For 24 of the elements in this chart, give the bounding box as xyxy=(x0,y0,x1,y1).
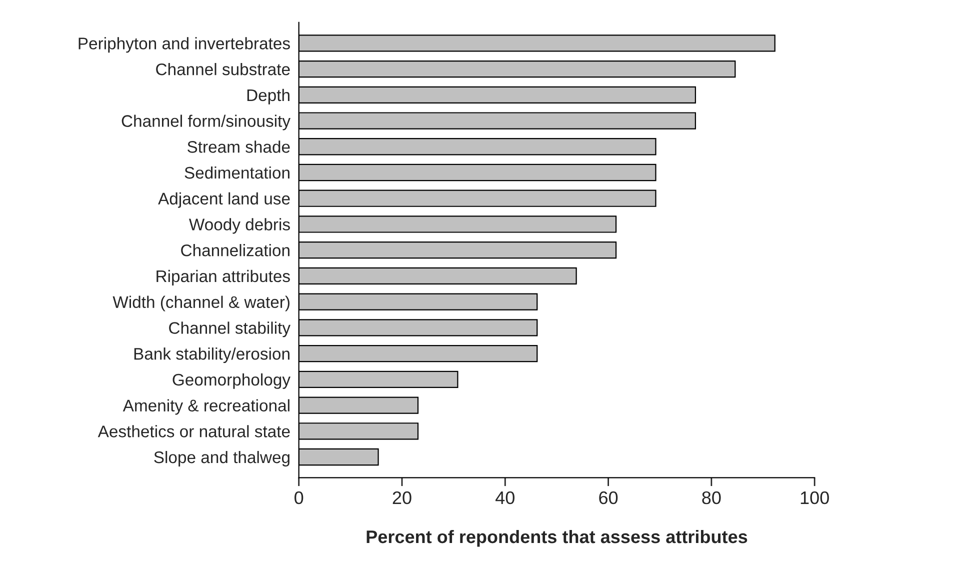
y-tick-label: Bank stability/erosion xyxy=(134,348,290,364)
x-tick-label: 20 xyxy=(392,491,412,504)
y-tick-label: Geomorphology xyxy=(172,373,290,389)
y-tick-label: Amenity & recreational xyxy=(122,399,290,415)
y-tick-label: Slope and thalweg xyxy=(154,450,290,467)
y-tick-label: Channel form/sinousity xyxy=(122,114,290,130)
y-tick-label: Aesthetics or natural state xyxy=(98,425,290,438)
x-tick-label: 0 xyxy=(294,491,304,504)
y-tick-label: Adjacent land use xyxy=(158,192,290,208)
x-axis-title: Percent of repondents that assess attributes xyxy=(366,530,748,547)
x-tick-label: 40 xyxy=(496,491,514,504)
x-tick-label: 60 xyxy=(599,491,618,504)
y-tick-label: Woody debris xyxy=(188,218,290,234)
y-tick-label: Channel substrate xyxy=(156,63,290,76)
x-tick-label: 100 xyxy=(800,491,829,504)
y-tick-label: Riparian attributes xyxy=(156,270,290,286)
y-tick-label: Depth xyxy=(247,88,290,104)
y-tick-label: Periphyton and invertebrates xyxy=(78,37,290,53)
y-tick-label: Channelization xyxy=(181,244,290,256)
y-tick-label: Stream shade xyxy=(188,140,290,153)
y-tick-label: Sedimentation xyxy=(184,166,290,179)
x-tick-label: 80 xyxy=(702,491,721,504)
y-tick-label: Channel stability xyxy=(169,322,290,338)
y-tick-label: Width (channel & water) xyxy=(112,296,290,312)
